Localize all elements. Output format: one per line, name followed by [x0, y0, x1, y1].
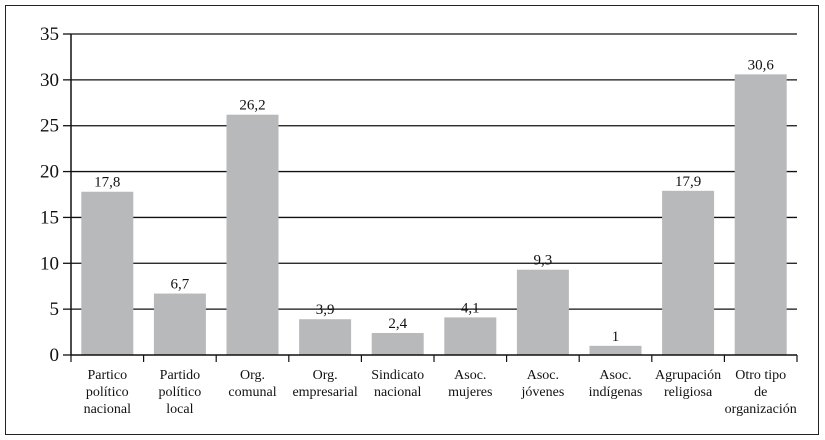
x-category-line: nacional — [374, 385, 422, 400]
x-category-line: local — [166, 402, 193, 417]
x-category-line: político — [86, 385, 129, 400]
data-label: 1 — [612, 329, 620, 345]
y-tick-label: 25 — [40, 116, 59, 137]
bar — [662, 190, 715, 355]
y-tick-label: 10 — [40, 253, 59, 274]
x-category-line: Org. — [313, 368, 338, 383]
x-category-line: Otro tipo — [735, 368, 786, 383]
data-label: 9,3 — [534, 253, 553, 269]
bar — [299, 319, 352, 355]
bar — [226, 114, 279, 355]
x-category-line: Partico — [87, 368, 127, 383]
data-label: 26,2 — [239, 98, 265, 114]
bar-layer — [81, 74, 787, 356]
x-category-line: comunal — [228, 385, 276, 400]
x-category-label: Org. empresarial — [292, 368, 357, 400]
x-category-label: Sindicato nacional — [371, 368, 424, 400]
bar — [516, 269, 569, 355]
x-category-line: Sindicato — [371, 368, 424, 383]
x-category-line: Partido — [160, 368, 200, 383]
x-category-line: Asoc. — [454, 368, 486, 383]
label-layer: 17,8 Partico político nacional 6,7 Partido pol… — [84, 57, 797, 417]
bar — [444, 317, 497, 355]
x-category-line: Asoc. — [527, 368, 559, 383]
x-category-line: organización — [725, 402, 797, 417]
x-category-label: Partido político local — [159, 368, 202, 417]
x-category-label: Asoc. jóvenes — [521, 368, 565, 400]
y-tick-label: 35 — [40, 24, 59, 45]
bar — [81, 191, 134, 355]
y-tick-label: 5 — [50, 299, 60, 320]
data-label: 17,9 — [675, 174, 701, 190]
chart-frame — [5, 5, 819, 435]
bar — [371, 332, 424, 355]
x-category-label: Asoc. mujeres — [448, 368, 492, 400]
x-category-line: Agrupación — [655, 368, 721, 383]
data-label: 2,4 — [388, 316, 407, 332]
bar — [153, 293, 206, 355]
x-category-line: indígenas — [589, 385, 643, 400]
x-category-line: nacional — [84, 402, 132, 417]
axis-layer: 0 5 10 15 20 25 30 35 — [40, 24, 798, 366]
y-tick-label: 30 — [40, 70, 59, 91]
data-label: 4,1 — [461, 300, 480, 316]
bar — [589, 345, 642, 355]
data-label: 17,8 — [94, 175, 120, 191]
x-category-label: Asoc. indígenas — [589, 368, 643, 400]
bar — [734, 74, 787, 356]
x-category-line: Asoc. — [599, 368, 631, 383]
x-category-line: mujeres — [448, 385, 492, 400]
x-category-label: Partico político nacional — [84, 368, 132, 417]
x-category-line: jóvenes — [521, 385, 565, 400]
x-category-label: Agrupación religiosa — [655, 368, 721, 400]
x-category-label: Org. comunal — [228, 368, 276, 400]
x-category-line: empresarial — [292, 385, 357, 400]
x-category-line: político — [159, 385, 202, 400]
data-label: 6,7 — [171, 277, 190, 293]
y-tick-label: 15 — [40, 207, 59, 228]
data-label: 30,6 — [748, 57, 775, 73]
y-tick-label: 20 — [40, 162, 59, 183]
x-category-line: Org. — [240, 368, 265, 383]
x-category-label: Otro tipo de organización — [725, 368, 797, 417]
x-category-line: de — [754, 385, 767, 400]
x-category-line: religiosa — [664, 385, 713, 400]
data-label: 3,9 — [316, 302, 335, 318]
y-tick-label: 0 — [50, 345, 60, 366]
